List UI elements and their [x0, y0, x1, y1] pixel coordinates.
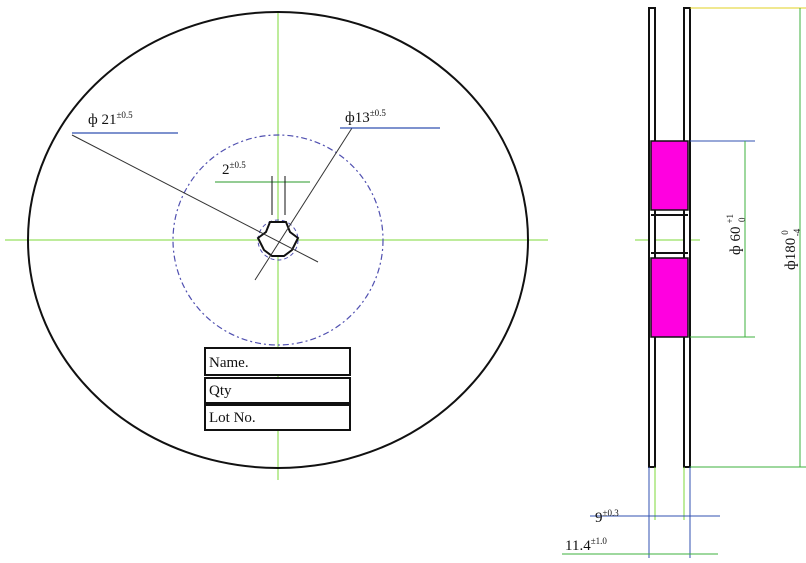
label-table: Name. Qty Lot No. [204, 347, 351, 431]
dimension-label: 9±0.3 [595, 508, 619, 526]
hub-circle [172, 134, 384, 346]
dimension-label: ф13±0.5 [345, 108, 386, 126]
table-row [204, 347, 351, 376]
dimension-label: ф 60+1 0 [725, 214, 747, 255]
dimension-label: 2±0.5 [222, 160, 246, 178]
arbor-hole [256, 221, 300, 257]
dimension-label: ф1800 -4 [780, 228, 802, 270]
dimension-label: ф 21±0.5 [88, 110, 133, 128]
flange [683, 7, 691, 468]
leader-line [71, 134, 319, 263]
flange [648, 7, 656, 468]
leader-line [254, 127, 353, 281]
reel-outline [27, 11, 529, 469]
table-label: Qty [209, 383, 232, 399]
dimension-label: 11.4±1.0 [565, 536, 607, 554]
hub [650, 140, 689, 211]
side-view: ф 60+1 0 ф1800 -4 9±0.3 11.4±1.0 [562, 7, 806, 558]
front-view: ф 21±0.5 ф13±0.5 2±0.5 Name. Qty Lot No. [5, 11, 548, 480]
table-label: Lot No. [209, 410, 256, 426]
table-label: Name. [209, 355, 249, 371]
hub [650, 257, 689, 338]
table-row [204, 377, 351, 404]
table-row [204, 404, 351, 431]
